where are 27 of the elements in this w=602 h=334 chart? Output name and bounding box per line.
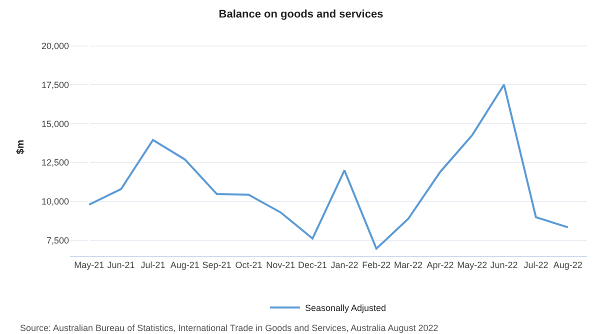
x-tick-label: Oct-21	[235, 260, 262, 270]
x-tick-label: Sep-21	[202, 260, 232, 270]
x-tick-label: Dec-21	[298, 260, 328, 270]
y-tick-label: 10,000	[41, 196, 69, 207]
x-tick-label: Jan-22	[330, 260, 358, 270]
x-tick-label: Feb-22	[362, 260, 391, 270]
y-tick-label: 7,500	[46, 236, 69, 246]
x-tick-label: Jul-22	[524, 260, 548, 270]
x-tick-label: Jun-22	[490, 260, 518, 270]
x-tick-label: Jul-21	[140, 260, 166, 270]
x-tick-label: May-22	[457, 260, 488, 270]
x-tick-label: May-21	[74, 260, 104, 270]
line-series	[88, 84, 569, 250]
x-tick-label: Mar-22	[394, 260, 423, 270]
legend-label: Seasonally Adjusted	[305, 303, 386, 314]
x-tick-label: Apr-22	[426, 260, 454, 270]
y-tick-label: 12,500	[41, 158, 69, 168]
source-note: Source: Australian Bureau of Statistics, International Trade in Goods and Services, Australia August 2022	[20, 323, 438, 333]
y-tick-label: 15,000	[41, 118, 69, 129]
x-tick-label: Aug-22	[553, 260, 582, 270]
x-tick-label: Aug-21	[170, 260, 200, 270]
x-tick-label: Nov-21	[266, 260, 296, 270]
y-tick-label: 20,000	[41, 40, 69, 51]
y-axis-title: $m	[15, 140, 26, 154]
chart-title: Balance on goods and services	[218, 8, 384, 21]
x-tick-label: Jun-21	[107, 260, 135, 270]
y-tick-label: 17,500	[41, 80, 69, 90]
